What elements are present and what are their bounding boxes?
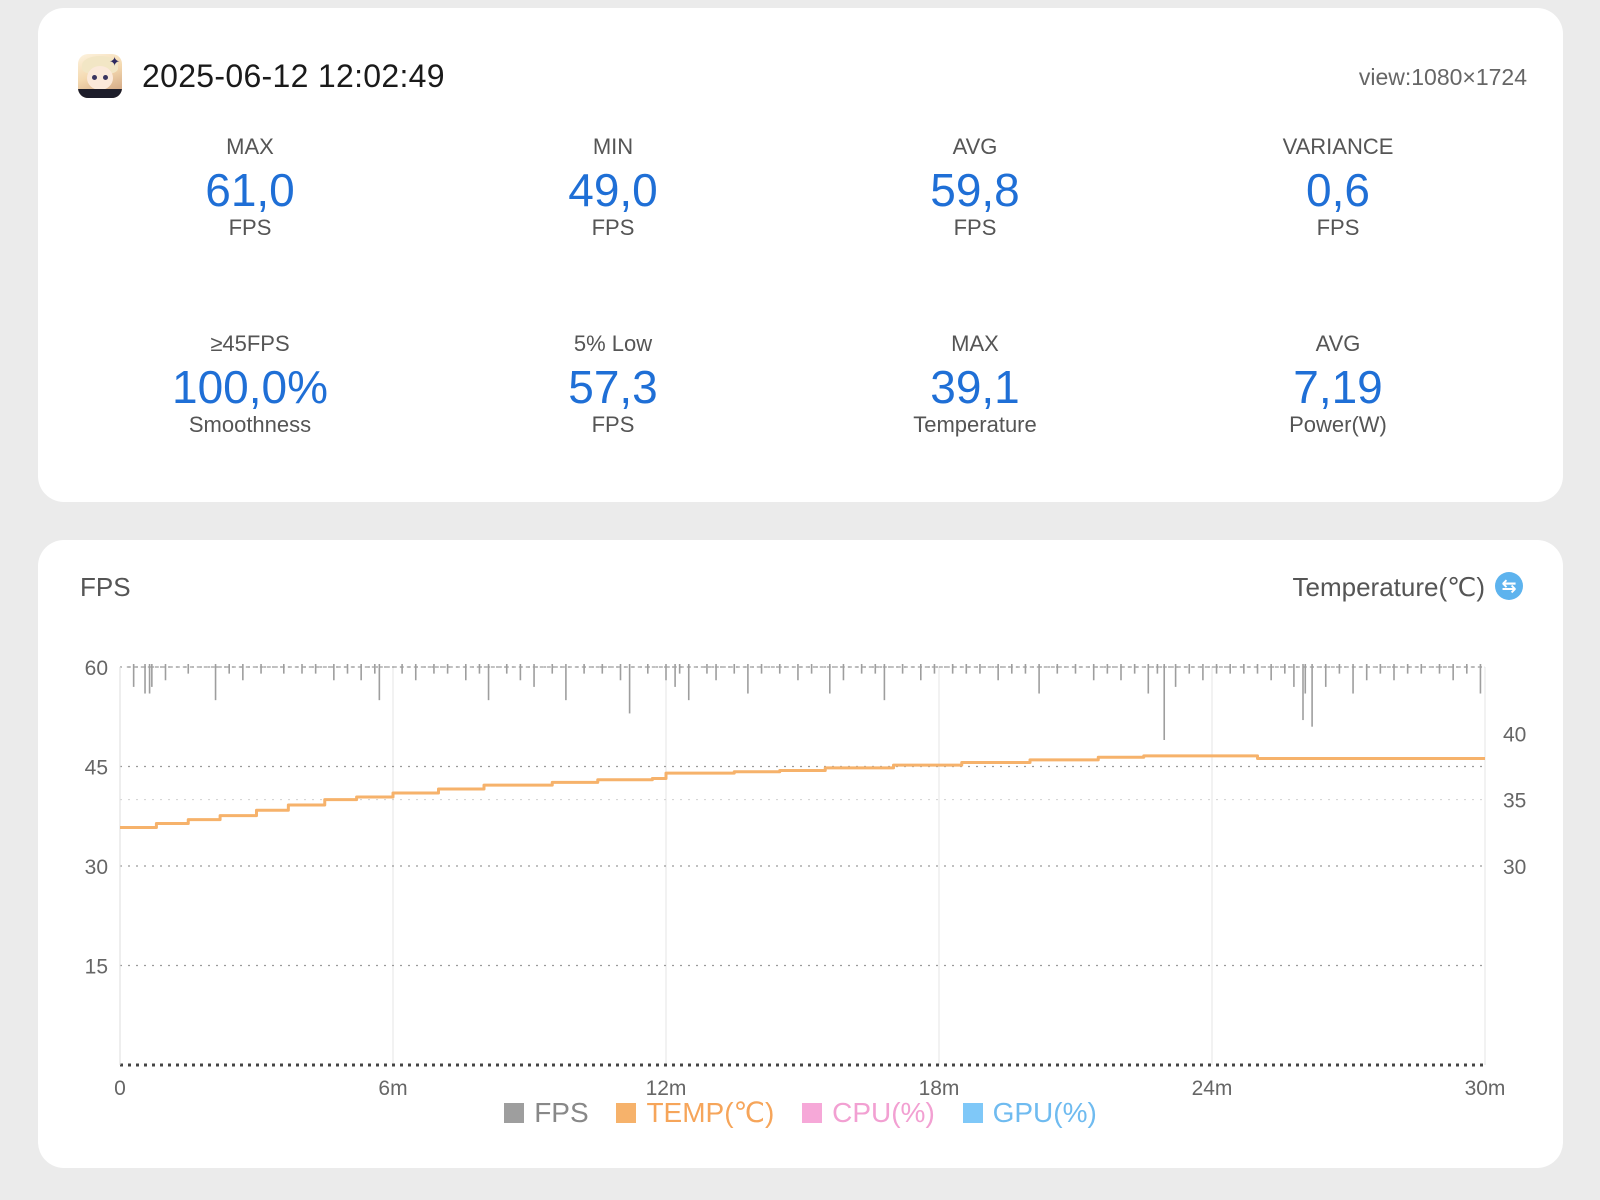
- stat-variance: VARIANCE 0,6 FPS: [1188, 133, 1488, 242]
- y-right-tick-label: 35: [1503, 790, 1526, 813]
- stat-value: 57,3: [568, 361, 658, 413]
- stat-avg-power: AVG 7,19 Power(W): [1188, 330, 1488, 439]
- game-character-icon[interactable]: ✦: [78, 54, 122, 98]
- right-axis-title: Temperature(℃): [1292, 572, 1485, 602]
- legend-label-temp: TEMP(℃): [646, 1097, 775, 1128]
- stat-value: 61,0: [205, 164, 295, 216]
- stat-unit: FPS: [591, 215, 635, 240]
- stat-max-fps: MAX 61,0 FPS: [100, 133, 400, 242]
- stat-label: MAX: [226, 134, 274, 159]
- stat-unit: FPS: [1316, 215, 1360, 240]
- stat-max-temperature: MAX 39,1 Temperature: [825, 330, 1125, 439]
- stat-label: MAX: [951, 331, 999, 356]
- stat-value: 100,0%: [171, 361, 328, 413]
- stat-label: MIN: [592, 134, 634, 159]
- stat-unit: FPS: [953, 215, 997, 240]
- legend-item-gpu[interactable]: GPU(%): [962, 1097, 1097, 1129]
- view-resolution: view:1080×1724: [1358, 64, 1527, 90]
- stat-unit: FPS: [591, 412, 635, 437]
- stat-avg-fps: AVG 59,8 FPS: [825, 133, 1125, 242]
- x-tick-label: 30m: [1465, 1077, 1506, 1100]
- stat-unit: Temperature: [913, 412, 1037, 437]
- stat-unit: FPS: [228, 215, 272, 240]
- legend-swatch-temp: [616, 1103, 637, 1123]
- x-tick-label: 6m: [378, 1077, 407, 1100]
- y-left-tick-label: 45: [85, 757, 108, 780]
- summary-card: ✦ 2025-06-12 12:02:49 view:1080×1724 MAX…: [38, 8, 1563, 502]
- y-right-tick-label: 30: [1503, 856, 1526, 879]
- legend-item-fps[interactable]: FPS: [504, 1097, 589, 1129]
- x-tick-label: 18m: [919, 1077, 960, 1100]
- legend-item-cpu[interactable]: CPU(%): [802, 1097, 935, 1129]
- y-left-tick-label: 60: [85, 657, 108, 680]
- legend-item-temp[interactable]: TEMP(℃): [616, 1096, 774, 1129]
- x-tick-label: 0: [114, 1077, 126, 1100]
- swap-axis-icon[interactable]: ⇆: [1495, 572, 1523, 600]
- stat-value: 49,0: [568, 164, 658, 216]
- chart-card: 0 6m 12m 18m 24m 30m 15 30 45 60 30 35 40 FPS Temper…: [38, 540, 1563, 1168]
- stat-unit: Smoothness: [188, 412, 312, 437]
- stat-label: AVG: [952, 134, 998, 159]
- stat-label: VARIANCE: [1282, 134, 1394, 159]
- y-left-tick-label: 30: [85, 856, 108, 879]
- stat-label: ≥45FPS: [210, 331, 290, 356]
- stat-5pct-low: 5% Low 57,3 FPS: [463, 330, 763, 439]
- x-tick-label: 12m: [646, 1077, 687, 1100]
- legend-swatch-gpu: [962, 1103, 983, 1123]
- legend-label-fps: FPS: [534, 1097, 589, 1128]
- stat-value: 0,6: [1306, 164, 1370, 216]
- stat-value: 59,8: [930, 164, 1020, 216]
- fps-temperature-chart: 0 6m 12m 18m 24m 30m 15 30 45 60 30 35 40: [85, 657, 1527, 1100]
- x-tick-label: 24m: [1192, 1077, 1233, 1100]
- stat-smoothness: ≥45FPS 100,0% Smoothness: [100, 330, 400, 439]
- stat-min-fps: MIN 49,0 FPS: [463, 133, 763, 242]
- legend-swatch-fps: [504, 1103, 525, 1123]
- stat-value: 7,19: [1293, 361, 1383, 413]
- y-left-tick-label: 15: [85, 956, 108, 979]
- stat-unit: Power(W): [1289, 412, 1387, 437]
- temperature-series-line: [120, 754, 1485, 830]
- legend-swatch-cpu: [802, 1103, 823, 1123]
- chart-legend: FPS TEMP(℃) CPU(%) GPU(%): [38, 1096, 1563, 1129]
- session-header: ✦ 2025-06-12 12:02:49 view:1080×1724: [78, 46, 1527, 106]
- legend-label-cpu: CPU(%): [832, 1097, 935, 1128]
- legend-label-gpu: GPU(%): [992, 1097, 1097, 1128]
- stat-value: 39,1: [930, 361, 1020, 413]
- session-timestamp: 2025-06-12 12:02:49: [142, 58, 445, 94]
- left-axis-title: FPS: [80, 572, 131, 602]
- stat-label: 5% Low: [573, 331, 653, 356]
- stat-label: AVG: [1315, 331, 1361, 356]
- y-right-tick-label: 40: [1503, 723, 1526, 746]
